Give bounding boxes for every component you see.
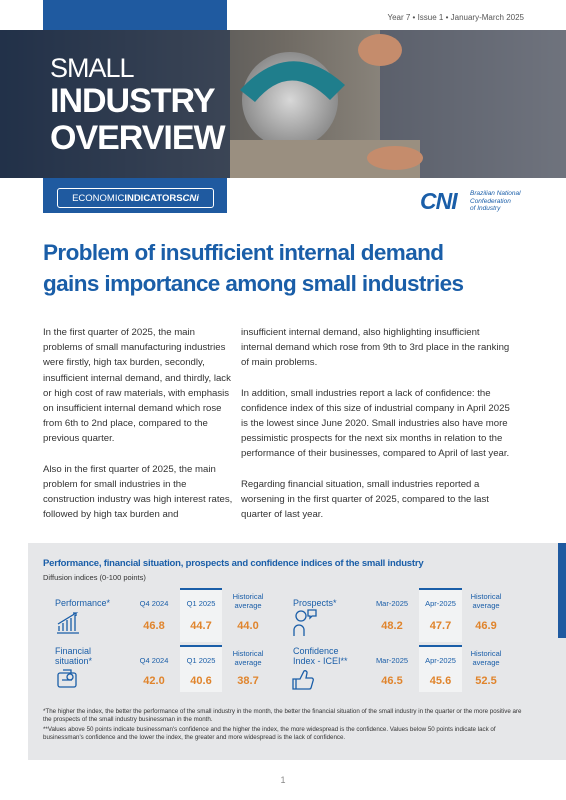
indicator-label: Prospects* — [293, 598, 337, 608]
indicator-value: 46.5 — [381, 675, 403, 687]
logo-line: of Industry — [470, 205, 501, 212]
period-label: Q1 2025 — [186, 599, 216, 608]
period-label: Mar-2025 — [375, 656, 409, 665]
indicator-value: 47.7 — [429, 620, 452, 632]
paragraph: Regarding financial situation, small ind… — [241, 478, 489, 521]
text-column: In the first quarter of 2025, the main p… — [43, 325, 233, 537]
indicators-panel — [28, 543, 566, 760]
title-line: SMALL — [50, 53, 135, 83]
series-word: ECONOMIC — [72, 192, 125, 204]
indicator-value: 44.7 — [190, 620, 212, 632]
headline: gains importance among small industries — [43, 271, 464, 296]
headline: Problem of insufficient internal demand — [43, 240, 444, 265]
highlight-box — [419, 588, 462, 642]
indicator-value: 46.9 — [475, 620, 497, 632]
period-label: Q1 2025 — [186, 656, 216, 665]
footnote: *The higher the index, the better the pe… — [43, 708, 522, 724]
period-label: Mar-2025 — [375, 599, 409, 608]
series-brand: CNi — [182, 192, 199, 204]
series-word: INDICATORS — [124, 192, 183, 204]
highlight-box — [419, 645, 462, 692]
period-label: Q4 2024 — [139, 656, 169, 665]
indicator-value: 42.0 — [143, 675, 165, 687]
panel-stripe — [558, 543, 566, 638]
indicator-value: 44.0 — [237, 620, 259, 632]
paragraph: insufficient internal demand, also highl… — [241, 327, 510, 369]
period-label: Q4 2024 — [139, 599, 169, 608]
header-photo — [0, 30, 566, 178]
logo-line: Confederation — [470, 197, 511, 205]
logo-line: Brazilian National — [470, 190, 521, 197]
logo-name: Brazilian National Confederation of Indu… — [470, 190, 521, 213]
paragraph: In addition, small industries report a l… — [241, 387, 510, 460]
header-block — [43, 0, 227, 30]
highlight-box — [180, 588, 222, 642]
issue-info: Year 7 • Issue 1 • January-March 2025 — [387, 13, 525, 22]
highlight-box — [180, 645, 222, 692]
footnote: **Values above 50 points indicate busine… — [43, 726, 496, 742]
title-line: INDUSTRY — [50, 82, 216, 120]
indicator-value: 46.8 — [143, 620, 165, 632]
indicator-value: 48.2 — [381, 620, 403, 632]
text-column: insufficient internal demand, also highl… — [241, 325, 511, 537]
logo-mark: CNI — [420, 188, 458, 214]
indicator-value: 45.6 — [429, 675, 452, 687]
paragraph: Also in the first quarter of 2025, the m… — [43, 463, 233, 521]
panel-subtitle: Diffusion indices (0-100 points) — [43, 573, 146, 582]
indicator-value: 40.6 — [190, 675, 212, 687]
period-label: Apr-2025 — [425, 656, 456, 665]
indicator-label: Performance* — [55, 598, 111, 608]
indicator-label: Financial situation* — [55, 646, 93, 666]
indicator-label: Confidence Index - ICEI** — [293, 646, 348, 666]
period-label: Historical average — [232, 592, 264, 610]
series-label: ECONOMIC INDICATORS CNi — [57, 188, 214, 208]
indicator-value: 52.5 — [475, 675, 497, 687]
panel-title: Performance, financial situation, prospe… — [43, 558, 424, 569]
title-line: OVERVIEW — [50, 119, 226, 157]
period-label: Historical average — [470, 592, 502, 610]
indicator-value: 38.7 — [237, 675, 259, 687]
page-number: 1 — [280, 775, 286, 785]
period-label: Historical average — [232, 649, 264, 667]
period-label: Historical average — [470, 649, 502, 667]
paragraph: In the first quarter of 2025, the main p… — [43, 327, 231, 445]
period-label: Apr-2025 — [425, 599, 456, 608]
